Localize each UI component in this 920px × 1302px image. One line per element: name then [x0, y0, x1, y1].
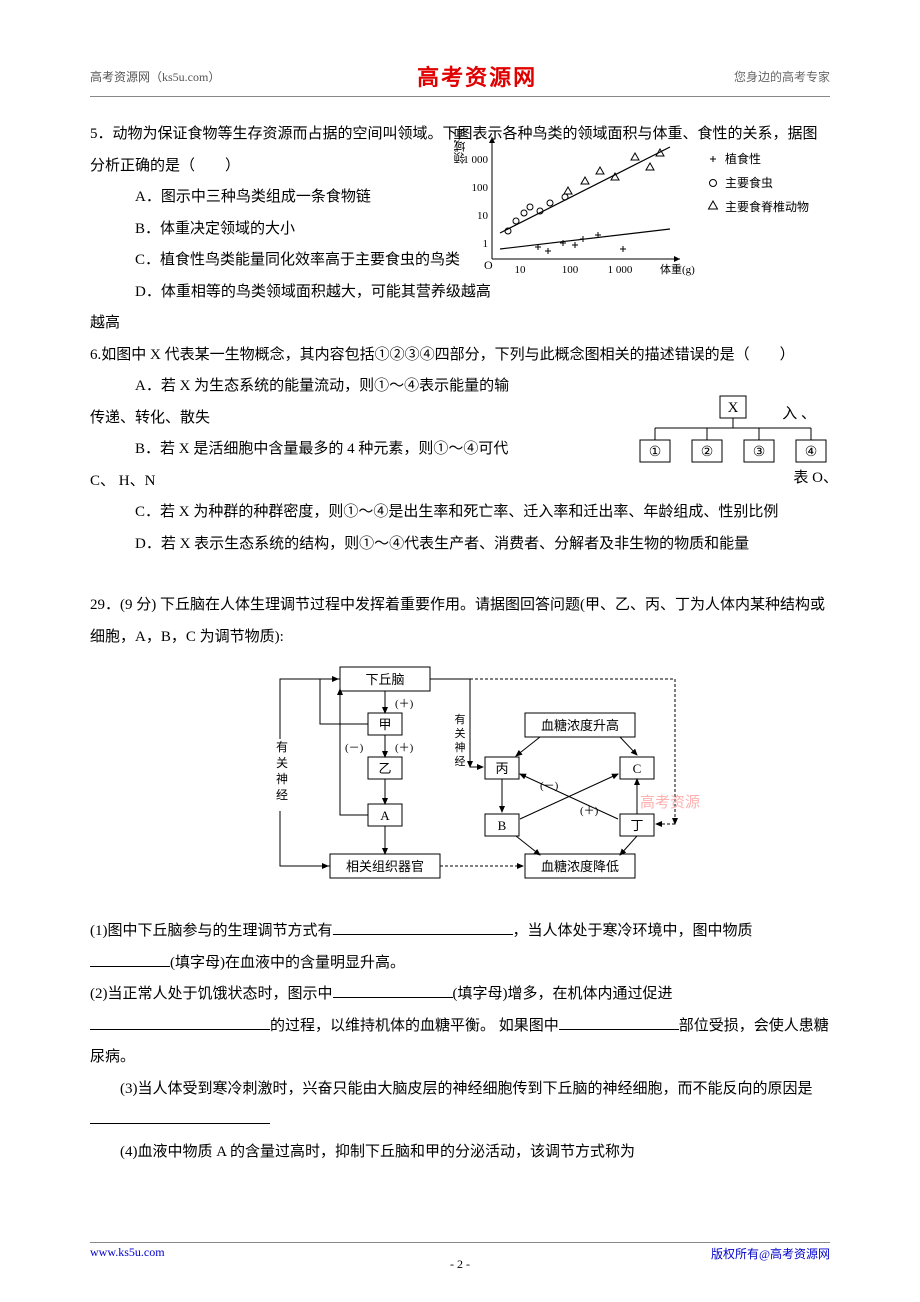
header-center: 高考资源网	[417, 60, 537, 92]
legend-triangle: 主要食脊椎动物	[725, 199, 809, 214]
spacer	[90, 560, 830, 590]
header-left: 高考资源网（ks5u.com）	[90, 68, 220, 85]
minus-cross: (－)	[540, 780, 559, 792]
leaf-4: ④	[805, 445, 818, 460]
xtick-2: 1 000	[608, 264, 633, 276]
blank	[90, 1013, 270, 1030]
node-organ: 相关组织器官	[346, 859, 424, 874]
footer-right: 版权所有@高考资源网	[711, 1245, 830, 1262]
svg-text:神: 神	[276, 772, 288, 786]
ytick-0: 1	[483, 238, 489, 250]
node-A: A	[380, 808, 390, 823]
header-underline	[90, 96, 830, 97]
xlabel: 体重(g)	[660, 262, 695, 276]
ytick-1: 10	[477, 210, 489, 222]
svg-text:经: 经	[276, 788, 288, 802]
question-29: 29．(9 分) 下丘脑在人体生理调节过程中发挥着重要作用。请据图回答问题(甲、…	[90, 590, 830, 1168]
node-ding: 丁	[630, 818, 643, 833]
svg-text:关: 关	[276, 756, 288, 770]
node-jia: 甲	[378, 717, 391, 732]
svg-text:神: 神	[455, 740, 466, 754]
blank	[90, 950, 170, 967]
watermark: 高考资源网	[640, 794, 700, 811]
q29-p3: (3)当人体受到寒冷刺激时，兴奋只能由大脑皮层的神经细胞传到下丘脑的神经细胞，而…	[90, 1074, 830, 1137]
blank	[333, 919, 513, 936]
page-header: 高考资源网（ks5u.com） 高考资源网 您身边的高考专家	[90, 60, 830, 92]
q6-tree-figure: X ① ② ③ ④	[630, 392, 840, 472]
node-bing: 丙	[495, 761, 508, 776]
tree-top: X	[728, 400, 739, 416]
leaf-3: ③	[753, 445, 766, 460]
header-right: 您身边的高考专家	[734, 68, 830, 85]
blank	[90, 1108, 270, 1125]
q5-scatter-chart: O 10 100 1 000 体重(g) 1 10 100 1 000 领域面积…	[450, 129, 850, 289]
xtick-0: 10	[515, 264, 527, 276]
legend-circle: 主要食虫	[725, 175, 773, 190]
side-label-l: 有	[276, 740, 288, 754]
minus-left: (－)	[345, 742, 364, 754]
plus-1: (＋)	[395, 698, 414, 710]
node-C: C	[633, 761, 642, 776]
plus-2: (＋)	[395, 742, 414, 754]
ytick-2: 100	[472, 182, 489, 194]
node-B: B	[498, 818, 507, 833]
legend-plus: 植食性	[725, 151, 761, 166]
node-yi: 乙	[378, 761, 391, 776]
ylabel: 领域面积(公顷)	[453, 129, 467, 164]
q5-choice-D: D．体重相等的鸟类领域面积越大，可能其营养级越高	[90, 277, 510, 309]
q6-choice-B: B．若 X 是活细胞中含量最多的 4 种元素，则①～④可代	[90, 434, 590, 466]
question-5: 5．动物为保证食物等生存资源而占据的空间叫领域。下图表示各种鸟类的领域面积与体重…	[90, 119, 830, 340]
footer-left: www.ks5u.com	[90, 1245, 165, 1262]
q6-choice-C: C．若 X 为种群的种群密度，则①～④是出生率和死亡率、迁入率和迁出率、年龄组成…	[90, 497, 830, 529]
q5-choice-D-cont: 越高	[90, 308, 830, 340]
xtick-1: 100	[562, 264, 579, 276]
plus-cross: (＋)	[580, 805, 599, 817]
q6-stem: 6.如图中 X 代表某一生物概念，其内容包括①②③④四部分，下列与此概念图相关的…	[90, 340, 830, 372]
leaf-2: ②	[701, 445, 714, 460]
q6-choice-A: A．若 X 为生态系统的能量流动，则①～④表示能量的输	[90, 371, 590, 403]
footer-center: - 2 -	[450, 1257, 470, 1272]
svg-text:关: 关	[455, 726, 466, 740]
q29-stem: 29．(9 分) 下丘脑在人体生理调节过程中发挥着重要作用。请据图回答问题(甲、…	[90, 590, 830, 653]
q5-choice-B: B．体重决定领域的大小	[90, 214, 510, 246]
question-6: 6.如图中 X 代表某一生物概念，其内容包括①②③④四部分，下列与此概念图相关的…	[90, 340, 830, 561]
q29-p4: (4)血液中物质 A 的含量过高时，抑制下丘脑和甲的分泌活动，该调节方式称为	[90, 1137, 830, 1169]
blank	[333, 982, 453, 999]
page-footer: www.ks5u.com - 2 - 版权所有@高考资源网	[90, 1242, 830, 1262]
q29-p2: (2)当正常人处于饥饿状态时，图示中(填字母)增多，在机体内通过促进 的过程，以…	[90, 979, 830, 1074]
svg-text:有: 有	[455, 712, 466, 726]
origin-label: O	[484, 258, 493, 272]
q5-choice-A: A．图示中三种鸟类组成一条食物链	[90, 182, 510, 214]
q5-choice-C: C．植食性鸟类能量同化效率高于主要食虫的鸟类	[90, 245, 510, 277]
q29-flowchart: 下丘脑 (＋) 甲 (＋) (－) 乙 A 相关组织器官 有 关 神 经 血糖浓…	[220, 659, 700, 904]
node-hypo: 下丘脑	[365, 672, 404, 687]
svg-text:经: 经	[455, 755, 466, 768]
leaf-1: ①	[649, 445, 662, 460]
blank	[559, 1013, 679, 1030]
node-sugarup: 血糖浓度升高	[541, 718, 619, 733]
node-sugardown: 血糖浓度降低	[541, 859, 619, 874]
q29-p1: (1)图中下丘脑参与的生理调节方式有，当人体处于寒冷环境中，图中物质(填字母)在…	[90, 916, 830, 979]
q6-choice-D: D．若 X 表示生态系统的结构，则①～④代表生产者、消费者、分解者及非生物的物质…	[90, 529, 830, 561]
